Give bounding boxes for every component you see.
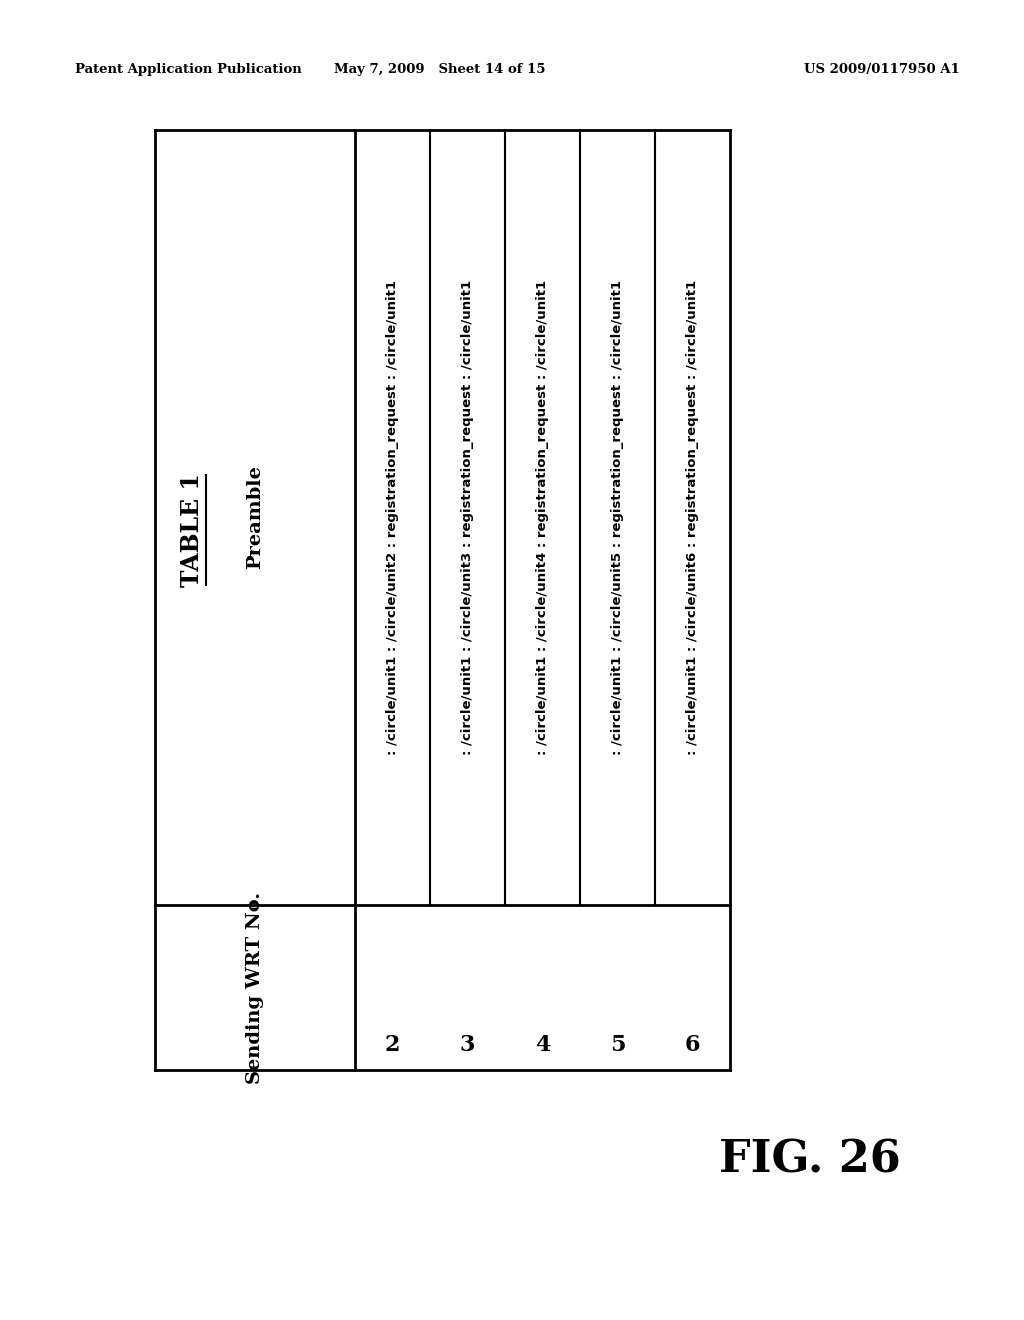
Text: 5: 5	[609, 1035, 626, 1056]
Text: Preamble: Preamble	[246, 466, 264, 569]
Text: 2: 2	[385, 1035, 400, 1056]
Text: : /circle/unit1 : /circle/unit2 : registration_request : /circle/unit1: : /circle/unit1 : /circle/unit2 : regist…	[386, 280, 399, 755]
Text: US 2009/0117950 A1: US 2009/0117950 A1	[804, 63, 961, 77]
Text: : /circle/unit1 : /circle/unit4 : registration_request : /circle/unit1: : /circle/unit1 : /circle/unit4 : regist…	[536, 280, 549, 755]
Text: 6: 6	[685, 1035, 700, 1056]
Text: : /circle/unit1 : /circle/unit6 : registration_request : /circle/unit1: : /circle/unit1 : /circle/unit6 : regist…	[686, 280, 699, 755]
Text: TABLE 1: TABLE 1	[180, 473, 204, 587]
Text: : /circle/unit1 : /circle/unit3 : registration_request : /circle/unit1: : /circle/unit1 : /circle/unit3 : regist…	[461, 280, 474, 755]
Text: May 7, 2009   Sheet 14 of 15: May 7, 2009 Sheet 14 of 15	[334, 63, 546, 77]
Text: : /circle/unit1 : /circle/unit5 : registration_request : /circle/unit1: : /circle/unit1 : /circle/unit5 : regist…	[611, 280, 624, 755]
Text: 4: 4	[535, 1035, 550, 1056]
Text: Patent Application Publication: Patent Application Publication	[75, 63, 302, 77]
Text: 3: 3	[460, 1035, 475, 1056]
Text: Sending WRT No.: Sending WRT No.	[246, 891, 264, 1084]
Text: FIG. 26: FIG. 26	[719, 1138, 901, 1181]
